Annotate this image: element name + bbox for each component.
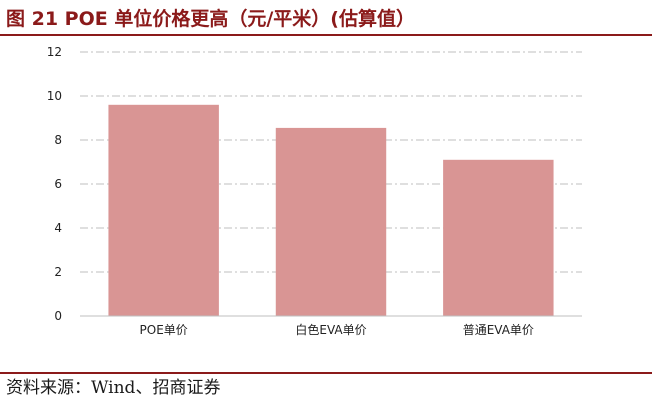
x-category-label: 普通EVA单价 bbox=[463, 323, 534, 337]
y-tick-label: 10 bbox=[47, 89, 62, 103]
x-category-label: POE单价 bbox=[140, 323, 188, 337]
y-tick-label: 8 bbox=[54, 133, 62, 147]
bar-chart: 0 2 4 6 8 10 12 POE单价 白色EVA单价 普通EVA单价 bbox=[47, 45, 582, 337]
bar bbox=[443, 159, 554, 316]
y-tick-label: 4 bbox=[54, 221, 62, 235]
x-axis-categories: POE单价 白色EVA单价 普通EVA单价 bbox=[140, 322, 534, 337]
y-tick-label: 6 bbox=[54, 177, 62, 191]
y-axis-ticks: 0 2 4 6 8 10 12 bbox=[47, 45, 62, 323]
bar bbox=[108, 104, 219, 316]
source-note: 资料来源：Wind、招商证券 bbox=[6, 378, 221, 398]
x-category-label: 白色EVA单价 bbox=[295, 322, 366, 337]
figure-title: 图 21 POE 单位价格更高（元/平米）(估算值） bbox=[6, 8, 415, 30]
bar bbox=[275, 127, 387, 317]
source-divider bbox=[0, 372, 652, 374]
y-tick-label: 0 bbox=[54, 309, 62, 323]
y-tick-label: 12 bbox=[47, 45, 62, 59]
title-divider bbox=[0, 34, 652, 36]
y-tick-label: 2 bbox=[54, 265, 62, 279]
bars bbox=[108, 104, 554, 317]
